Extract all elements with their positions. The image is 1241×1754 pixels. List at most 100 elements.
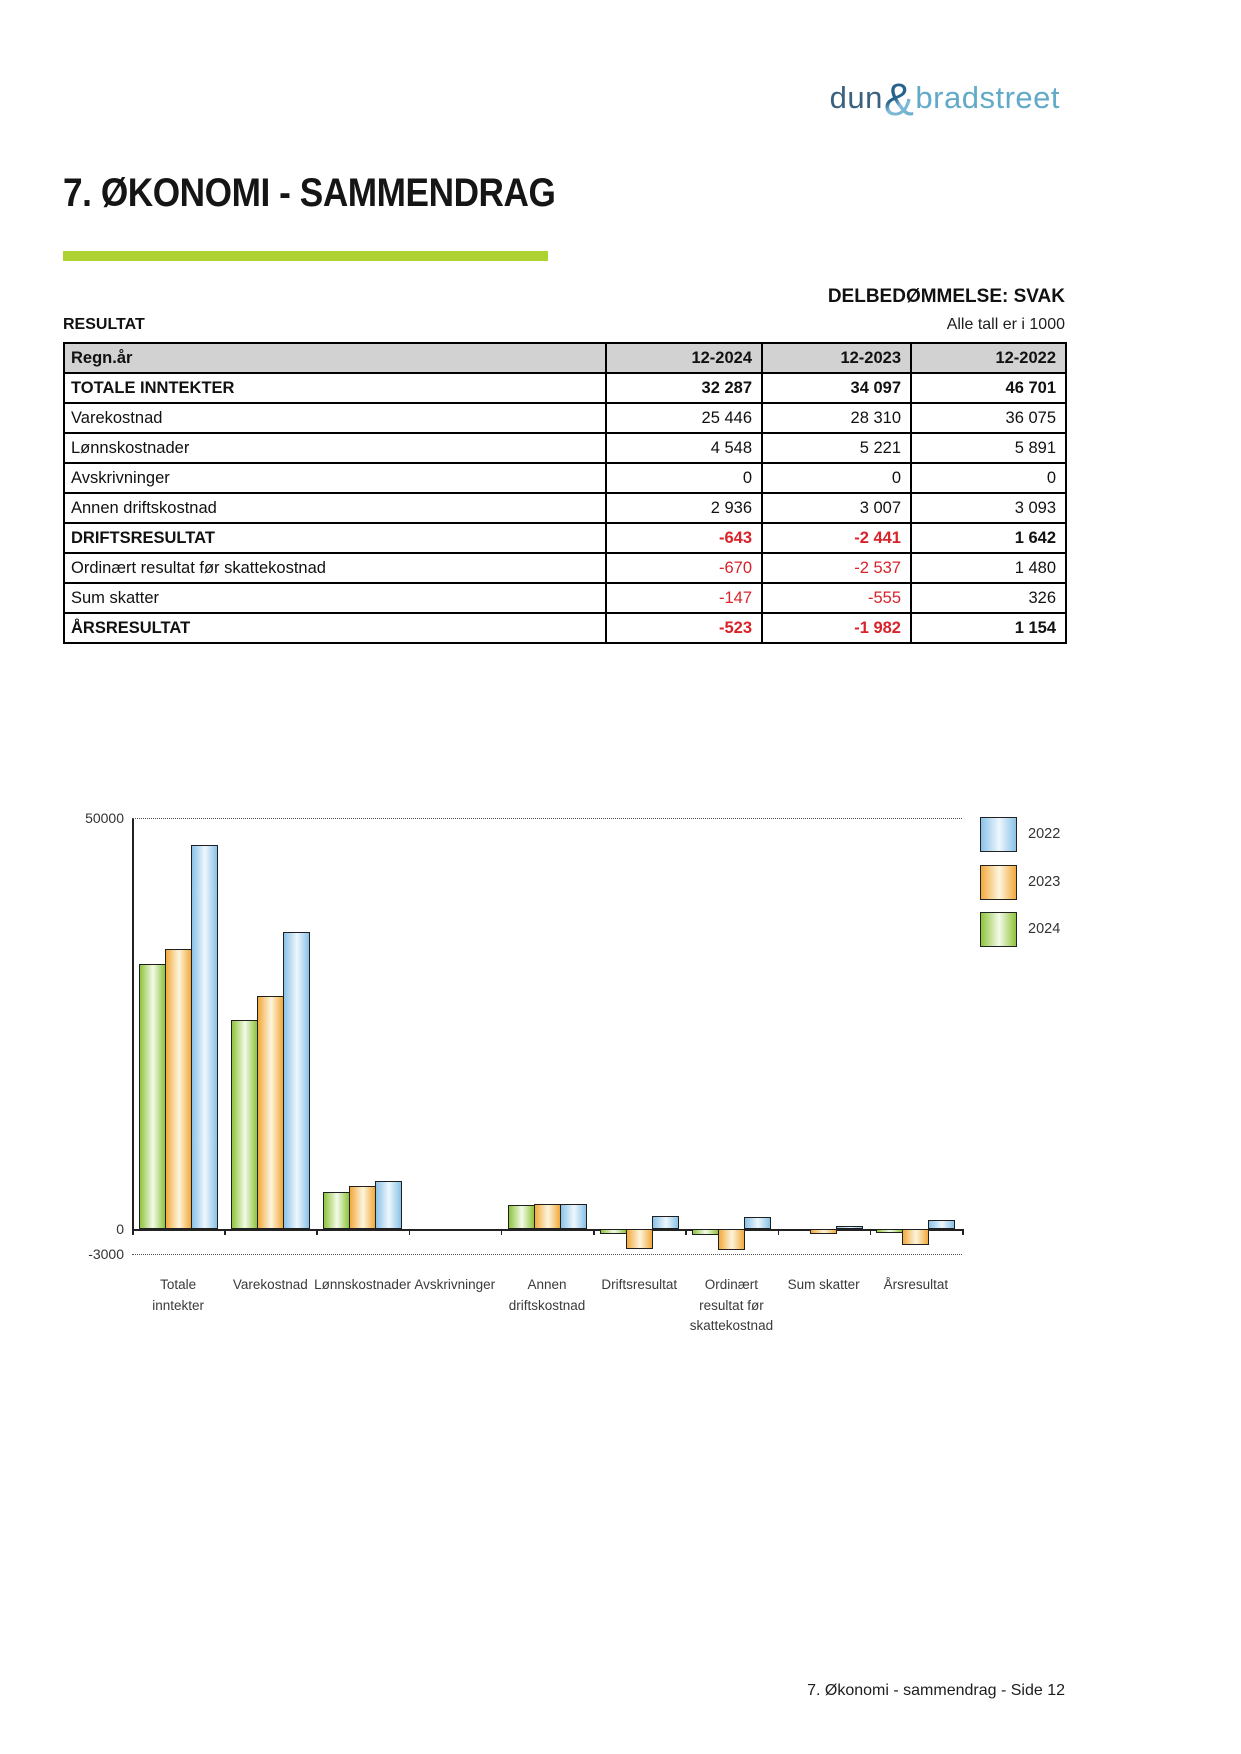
table-row: Annen driftskostnad 2 936 3 007 3 093 (63, 492, 1067, 524)
table-cell-value: -2 537 (761, 552, 912, 584)
logo-ampersand-icon: & (883, 74, 915, 125)
page-title: 7. ØKONOMI - SAMMENDRAG (63, 171, 623, 216)
table-cell-value: 0 (761, 462, 912, 494)
table-cell-value: -147 (605, 582, 763, 614)
chart-bar-2022 (559, 1203, 587, 1229)
chart-category-label: Avskrivninger (414, 1277, 496, 1292)
table-cell-value: -555 (761, 582, 912, 614)
table-cell-value: 28 310 (761, 402, 912, 434)
table-row: Varekostnad 25 446 28 310 36 075 (63, 402, 1067, 434)
chart-bar-2023 (256, 996, 284, 1229)
legend-swatch-2024 (980, 912, 1017, 947)
chart-bar-2024 (323, 1191, 351, 1229)
chart-gridline-bottom (132, 1254, 962, 1255)
results-table: Regn.år 12-2024 12-2023 12-2022 TOTALE INNT… (63, 342, 1067, 644)
chart-bar-2022 (928, 1219, 956, 1229)
page-title-text: 7. ØKONOMI - SAMMENDRAG (63, 171, 556, 215)
chart-axis-tick (316, 1229, 318, 1235)
table-header-row: Regn.år 12-2024 12-2023 12-2022 (63, 342, 1067, 374)
table-cell-value: 36 075 (910, 402, 1067, 434)
table-cell-label: Annen driftskostnad (63, 492, 607, 524)
chart-axis-tick (962, 1229, 964, 1235)
chart-category-label: Annen driftskostnad (508, 1277, 586, 1313)
chart-category-label: Sum skatter (787, 1277, 860, 1292)
chart-axis-tick (132, 1229, 134, 1235)
table-cell-label: DRIFTSRESULTAT (63, 522, 607, 554)
chart-bar-2024 (784, 1229, 812, 1231)
chart-category-label: Driftsresultat (601, 1277, 678, 1292)
table-cell-label: Varekostnad (63, 402, 607, 434)
chart-bar-2024 (691, 1229, 719, 1235)
table-cell-value: 32 287 (605, 372, 763, 404)
chart-bar-2024 (507, 1204, 535, 1229)
table-cell-value: 3 093 (910, 492, 1067, 524)
table-row: DRIFTSRESULTAT -643 -2 441 1 642 (63, 522, 1067, 554)
chart-axis-tick (593, 1229, 595, 1235)
title-underline (63, 251, 548, 261)
table-cell-label: Avskrivninger (63, 462, 607, 494)
units-note: Alle tall er i 1000 (946, 316, 1065, 333)
chart-baseline (132, 1229, 962, 1231)
assessment-label: DELBEDØMMELSE: SVAK (827, 286, 1065, 307)
table-cell-value: 5 891 (910, 432, 1067, 464)
table-row: Lønnskostnader 4 548 5 221 5 891 (63, 432, 1067, 464)
table-cell-value: 3 007 (761, 492, 912, 524)
chart-bar-2024 (599, 1229, 627, 1235)
table-cell-value: -643 (605, 522, 763, 554)
table-header-cell: 12-2024 (605, 342, 763, 374)
table-row: Sum skatter -147 -555 326 (63, 582, 1067, 614)
chart-bar-2022 (651, 1215, 679, 1229)
chart-bar-2022 (190, 845, 218, 1229)
legend-swatch-2022 (980, 817, 1017, 852)
table-cell-label: Sum skatter (63, 582, 607, 614)
chart-axis-tick (224, 1229, 226, 1235)
chart-y-label: 0 (116, 1221, 124, 1237)
table-cell-value: 46 701 (910, 372, 1067, 404)
table-body: TOTALE INNTEKTER 32 287 34 097 46 701 Vareko… (63, 372, 1067, 644)
results-table-container: Regn.år 12-2024 12-2023 12-2022 TOTALE INNT… (63, 342, 1067, 644)
table-row: Ordinært resultat før skattekostnad -670-… (63, 552, 1067, 584)
dnb-logo: dun&bradstreet (830, 74, 1060, 126)
chart-y-axis (132, 818, 134, 1229)
table-cell-value: -1 982 (761, 612, 912, 644)
section-label: RESULTAT (63, 316, 145, 333)
legend-swatch-2023 (980, 864, 1017, 900)
chart-bar-2022 (375, 1180, 403, 1229)
table-header-cell: 12-2023 (761, 342, 912, 374)
chart-category-label: Varekostnad (232, 1277, 308, 1292)
chart-category-label: Årsresultat (883, 1277, 949, 1292)
table-cell-value: 2 936 (605, 492, 763, 524)
table-cell-value: -523 (605, 612, 763, 644)
chart-category-label: Lønnskostnader (314, 1277, 411, 1292)
chart-bar-2022 (836, 1226, 864, 1229)
table-row: TOTALE INNTEKTER 32 287 34 097 46 701 (63, 372, 1067, 404)
table-cell-label: Lønnskostnader (63, 432, 607, 464)
table-cell-label: Ordinært resultat før skattekostnad (63, 552, 607, 584)
chart-gridline-top (132, 818, 962, 819)
table-cell-value: -2 441 (761, 522, 912, 554)
chart-category-label: Totale inntekter (152, 1277, 204, 1313)
chart-bar-2023 (810, 1229, 838, 1234)
chart-y-label: 50000 (85, 810, 124, 826)
chart-bar-2023 (625, 1229, 653, 1250)
chart: 50000 0 -3000 Totale inntekter Varekostnad Lø… (0, 700, 1241, 1360)
chart-bar-2023 (349, 1186, 377, 1229)
chart-axis-tick (777, 1229, 780, 1235)
chart-bar-2023 (902, 1229, 930, 1246)
chart-bar-2024 (876, 1229, 904, 1234)
page-footer: 7. Økonomi - sammendrag - Side 12 (807, 1682, 1065, 1699)
table-header-cell: Regn.år (63, 342, 607, 374)
chart-axis-tick (408, 1229, 411, 1235)
table-cell-label: TOTALE INNTEKTER (63, 372, 607, 404)
chart-axis-tick (869, 1229, 872, 1235)
logo-text-dun: dun (829, 80, 883, 115)
table-cell-value: 25 446 (605, 402, 763, 434)
legend-label: 2022 (1028, 826, 1061, 842)
table-header-cell: 12-2022 (910, 342, 1067, 374)
chart-bar-2023 (533, 1204, 561, 1229)
chart-axis-tick (685, 1229, 687, 1235)
chart-bar-2024 (138, 963, 166, 1229)
chart-y-label: -3000 (88, 1245, 124, 1262)
chart-axis-tick (500, 1229, 503, 1235)
